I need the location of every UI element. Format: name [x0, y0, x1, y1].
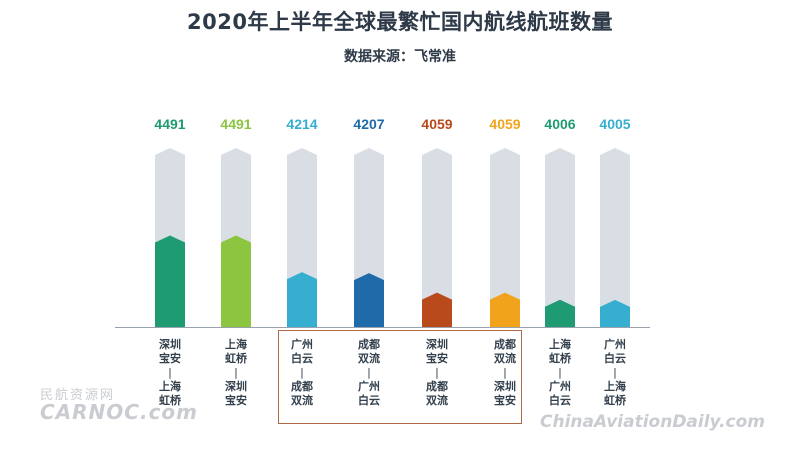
route-label-from2: 双流 — [494, 352, 516, 365]
data-label: 4006 — [544, 116, 575, 132]
route-label: 成都 双流 | 广州 白云 — [347, 338, 391, 408]
route-label-from1: 上海 — [549, 338, 571, 351]
watermark-left: 民航资源网 CARNOC.com — [40, 388, 199, 424]
route-label-from2: 白云 — [291, 352, 313, 365]
route-label: 上海 虹桥 | 广州 白云 — [538, 338, 582, 408]
route-label-sep: | — [435, 366, 439, 379]
bar — [354, 273, 384, 327]
route-label-from2: 宝安 — [426, 352, 448, 365]
data-label: 4491 — [154, 116, 185, 132]
route-label-from1: 成都 — [494, 338, 516, 351]
watermark-right: ChinaAviationDaily.com — [540, 412, 766, 432]
route-label-to2: 宝安 — [494, 394, 516, 407]
route-label-from2: 虹桥 — [549, 352, 571, 365]
bar — [155, 235, 185, 327]
bar — [422, 292, 452, 327]
data-label: 4059 — [489, 116, 520, 132]
bar — [287, 272, 317, 327]
bar-track — [490, 148, 520, 327]
route-label-sep: | — [300, 366, 304, 379]
bar — [490, 292, 520, 327]
watermark-left-line2: CARNOC.com — [40, 400, 199, 424]
route-label-to2: 宝安 — [225, 394, 247, 407]
bar — [600, 299, 630, 327]
route-label: 深圳 宝安 | 上海 虹桥 — [148, 338, 192, 408]
route-label-to2: 虹桥 — [159, 394, 181, 407]
route-label-to2: 白云 — [549, 394, 571, 407]
route-label-to1: 深圳 — [494, 380, 516, 393]
route-label-from1: 深圳 — [159, 338, 181, 351]
route-label: 上海 虹桥 | 深圳 宝安 — [214, 338, 258, 408]
route-label: 深圳 宝安 | 成都 双流 — [415, 338, 459, 408]
route-label-from2: 双流 — [358, 352, 380, 365]
route-label-to2: 白云 — [358, 394, 380, 407]
route-label-to2: 双流 — [426, 394, 448, 407]
highlight-box — [278, 330, 522, 424]
route-label-to1: 上海 — [159, 380, 181, 393]
data-label: 4005 — [599, 116, 630, 132]
route-label-from1: 深圳 — [426, 338, 448, 351]
data-label: 4491 — [220, 116, 251, 132]
route-label: 成都 双流 | 深圳 宝安 — [483, 338, 527, 408]
route-label-from2: 虹桥 — [225, 352, 247, 365]
route-label-sep: | — [558, 366, 562, 379]
route-label-sep: | — [613, 366, 617, 379]
bar — [221, 235, 251, 327]
data-label: 4207 — [353, 116, 384, 132]
route-label-from1: 广州 — [291, 338, 313, 351]
route-label-sep: | — [367, 366, 371, 379]
route-label-to1: 上海 — [604, 380, 626, 393]
bar-track — [545, 148, 575, 327]
route-label-from1: 上海 — [225, 338, 247, 351]
bar-track — [600, 148, 630, 327]
route-label-sep: | — [503, 366, 507, 379]
route-label: 广州 白云 | 上海 虹桥 — [593, 338, 637, 408]
route-label-from1: 成都 — [358, 338, 380, 351]
route-label-to1: 成都 — [291, 380, 313, 393]
route-label-to1: 成都 — [426, 380, 448, 393]
chart-title: 2020年上半年全球最繁忙国内航线航班数量 — [187, 10, 613, 34]
bar-track — [422, 148, 452, 327]
route-label-from1: 广州 — [604, 338, 626, 351]
route-label-to1: 广州 — [549, 380, 571, 393]
data-label: 4214 — [286, 116, 317, 132]
bar — [545, 299, 575, 327]
route-label: 广州 白云 | 成都 双流 — [280, 338, 324, 408]
route-label-to2: 虹桥 — [604, 394, 626, 407]
route-label-from2: 宝安 — [159, 352, 181, 365]
watermark-left-line1: 民航资源网 — [40, 388, 116, 403]
chart-subtitle: 数据来源：飞常准 — [344, 49, 456, 65]
route-label-sep: | — [234, 366, 238, 379]
route-label-to2: 双流 — [291, 394, 313, 407]
route-label-to1: 深圳 — [225, 380, 247, 393]
route-label-from2: 白云 — [604, 352, 626, 365]
route-label-to1: 广州 — [358, 380, 380, 393]
route-label-sep: | — [168, 366, 172, 379]
data-label: 4059 — [421, 116, 452, 132]
